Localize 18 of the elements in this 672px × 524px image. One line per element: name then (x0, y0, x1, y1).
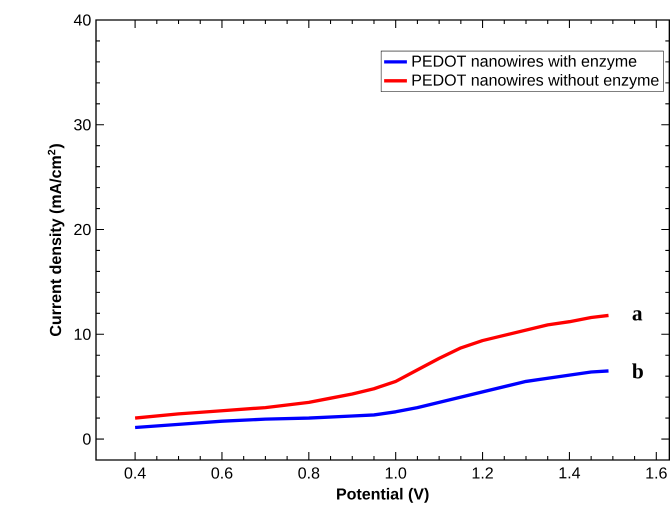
y-axis-title: Current density (mA/cm$^{2}$) (48, 144, 64, 336)
x-axis-title: Potential (V) (337, 488, 429, 503)
x-tick-label: 1.4 (560, 467, 580, 478)
y-tick-label: 30 (74, 119, 91, 130)
annotation: a (632, 310, 642, 321)
x-tick-label: 0.4 (124, 467, 146, 479)
x-tick-label: 0.6 (211, 467, 232, 479)
y-tick-label: 40 (74, 14, 91, 26)
legend-label: PEDOT nanowires without enzyme (412, 74, 659, 89)
x-tick-label: 1.2 (472, 467, 493, 479)
y-tick-label: 10 (74, 328, 91, 340)
y-tick-label: 0 (83, 433, 91, 445)
legend-label: PEDOT nanowires with enzyme (412, 55, 636, 70)
y-tick-label: 20 (74, 224, 91, 236)
x-tick-label: 0.8 (298, 467, 320, 479)
annotation: b (632, 363, 643, 378)
x-tick-label: 1.0 (386, 467, 406, 479)
x-tick-label: 1.6 (646, 467, 667, 479)
